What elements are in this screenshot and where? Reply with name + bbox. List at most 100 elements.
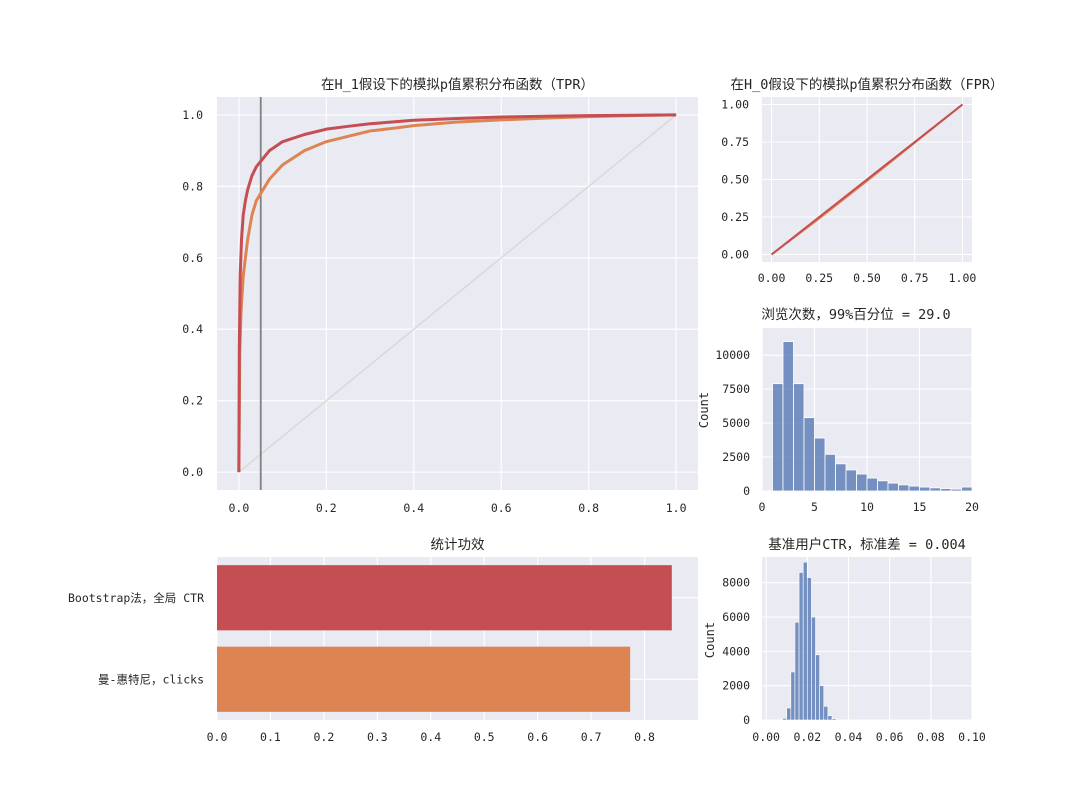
y-tick-label: 5000: [722, 416, 750, 430]
x-tick-label: 20: [965, 500, 979, 514]
x-tick-label: 0.25: [805, 271, 833, 285]
y-tick-label: 0: [743, 484, 750, 498]
y-tick-label: 0.00: [721, 248, 749, 262]
histogram-bar: [908, 485, 920, 492]
y-tick-label: 0.8: [182, 179, 203, 193]
y-tick-label: 7500: [722, 382, 750, 396]
histogram-bar: [794, 621, 800, 721]
reference-diagonal-line: [238, 114, 677, 473]
histogram-bar: [819, 685, 825, 721]
histogram-bar: [887, 482, 899, 492]
x-tick-label: 0.08: [917, 730, 945, 744]
x-tick-label: 15: [913, 500, 927, 514]
histogram-bar: [831, 718, 837, 721]
y-tick-label: 0.6: [182, 251, 203, 265]
y-tick-label: 0.75: [721, 135, 749, 149]
x-tick-label: 0.75: [901, 271, 929, 285]
x-tick-label: 0.6: [527, 730, 548, 744]
histogram-bar: [919, 486, 931, 492]
x-tick-label: 0.4: [403, 501, 424, 515]
histogram-bar: [835, 463, 847, 492]
y-tick-label: 0.25: [721, 210, 749, 224]
histogram-bar: [803, 417, 815, 492]
histogram-bar: [786, 707, 792, 721]
power-bar-chart: 0.0 0.1 0.2 0.3 0.4 0.5 0.6 0.7 0.8 Bootstrap法，全局…: [68, 537, 698, 744]
y-tick-label: 0.0: [182, 465, 203, 479]
fpr-chart-title: 在H_0假设下的模拟p值累积分布函数（FPR）: [731, 77, 1004, 93]
histogram-bar: [898, 484, 910, 492]
x-tick-label: 1.0: [666, 501, 687, 515]
y-tick-label: 0: [743, 713, 750, 727]
x-tick-label: 0.02: [793, 730, 821, 744]
x-tick-label: 0.06: [876, 730, 904, 744]
x-tick-label: 0.50: [853, 271, 881, 285]
y-tick-label: 0.50: [721, 173, 749, 187]
series-line-red: [237, 113, 677, 473]
x-tick-label: 0.04: [835, 730, 863, 744]
histogram-bar: [811, 616, 816, 721]
histogram-bar: [802, 561, 808, 721]
histogram-bar: [940, 488, 952, 492]
x-tick-label: 0.10: [958, 730, 986, 744]
views-histogram: 0 5 10 15 20 0 2500 5000 7500 10000 浏览次数，99%百分位 =…: [697, 307, 979, 514]
x-tick-label: 1.00: [949, 271, 977, 285]
y-tick-label: 6000: [722, 610, 750, 624]
histogram-bar: [877, 480, 889, 492]
tpr-cdf-chart: 0.0 0.2 0.4 0.6 0.8 1.0 0.0 0.2 0.4 0.6 0.8 1.0 在H_…: [182, 77, 698, 515]
histogram-bar: [806, 577, 812, 721]
histogram-bar: [961, 486, 973, 492]
y-tick-label: 2500: [722, 450, 750, 464]
y-tick-label: 0.4: [182, 322, 203, 336]
x-tick-label: 5: [811, 500, 818, 514]
power-bar: [217, 646, 631, 712]
x-tick-label: 0.00: [758, 271, 786, 285]
views-y-axis-label: Count: [697, 392, 711, 428]
category-label: Bootstrap法，全局 CTR: [68, 591, 204, 605]
histogram-bar: [856, 473, 868, 492]
histogram-bar: [929, 487, 941, 492]
ctr-y-axis-label: Count: [703, 622, 717, 658]
series-line-orange: [237, 113, 677, 473]
x-tick-label: 0.4: [420, 730, 441, 744]
x-tick-label: 0: [759, 500, 766, 514]
series-line-red: [770, 103, 964, 256]
y-tick-label: 4000: [722, 644, 750, 658]
x-tick-label: 0.1: [260, 730, 281, 744]
histogram-bar: [798, 572, 804, 721]
histogram-bar: [824, 453, 836, 492]
histogram-bar: [845, 469, 857, 492]
x-tick-label: 0.3: [367, 730, 388, 744]
y-tick-label: 0.2: [182, 394, 203, 408]
histogram-bar: [782, 341, 794, 492]
y-tick-label: 1.0: [182, 108, 203, 122]
histogram-bar: [950, 488, 962, 492]
x-tick-label: 0.00: [752, 730, 780, 744]
views-chart-title: 浏览次数，99%百分位 = 29.0: [761, 307, 950, 323]
power-chart-title: 统计功效: [431, 537, 485, 553]
x-tick-label: 10: [860, 500, 874, 514]
y-tick-label: 8000: [722, 576, 750, 590]
histogram-bar: [793, 383, 805, 492]
x-tick-label: 0.2: [316, 501, 337, 515]
ctr-chart-title: 基准用户CTR，标准差 = 0.004: [768, 536, 965, 553]
y-tick-label: 10000: [715, 348, 750, 362]
x-tick-label: 0.5: [474, 730, 495, 744]
histogram-bar: [866, 477, 878, 492]
histogram-bar: [790, 671, 796, 721]
x-tick-label: 0.7: [581, 730, 602, 744]
histogram-bar: [782, 717, 788, 721]
histogram-bar: [815, 654, 820, 721]
power-bar: [217, 565, 672, 631]
fpr-cdf-chart: 0.00 0.25 0.50 0.75 1.00 0.00 0.25 0.50 0.75 1.00…: [721, 77, 1003, 285]
y-tick-label: 2000: [722, 679, 750, 693]
x-tick-label: 0.8: [578, 501, 599, 515]
x-tick-label: 0.8: [634, 730, 655, 744]
x-tick-label: 0.6: [491, 501, 512, 515]
x-tick-label: 0.0: [207, 730, 228, 744]
histogram-bar: [827, 715, 833, 721]
histogram-bar: [772, 383, 784, 492]
x-tick-label: 0.2: [313, 730, 334, 744]
histogram-bar: [823, 705, 829, 721]
tpr-chart-title: 在H_1假设下的模拟p值累积分布函数（TPR）: [321, 77, 594, 93]
